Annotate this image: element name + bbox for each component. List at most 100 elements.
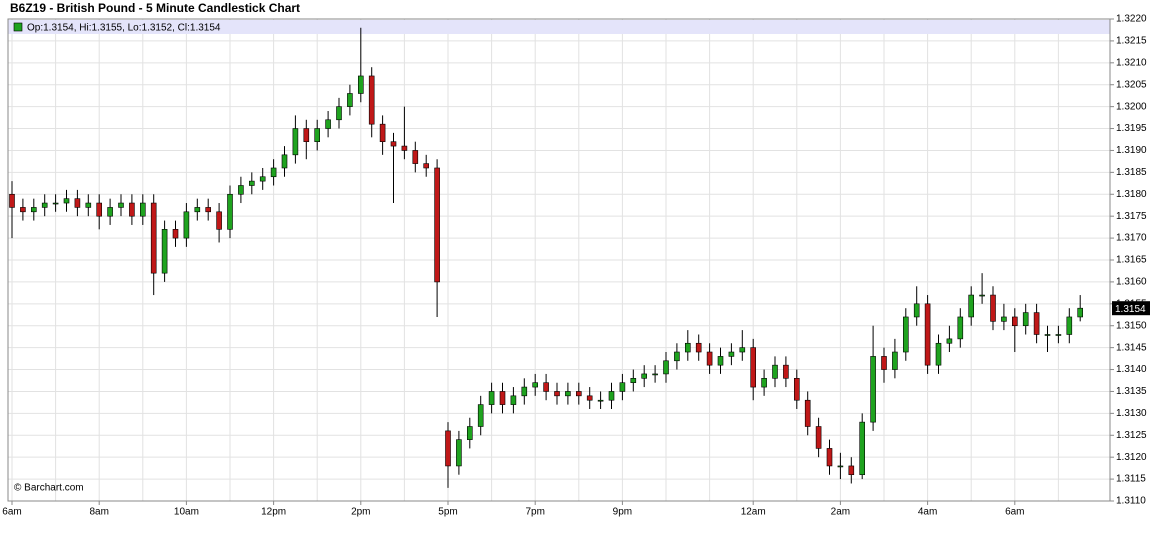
candle-body <box>793 378 800 401</box>
candle-body <box>41 202 48 208</box>
candle-body <box>314 128 321 142</box>
candle-body <box>390 141 397 147</box>
y-tick-label: 1.3110 <box>1116 496 1146 507</box>
candle-body <box>826 448 833 467</box>
candle-body <box>194 207 201 213</box>
candles <box>9 27 1083 488</box>
y-tick-label: 1.3140 <box>1116 364 1147 375</box>
candle-body <box>597 399 604 402</box>
candle-body <box>783 364 789 379</box>
candle-body <box>859 421 866 476</box>
y-tick-label: 1.3190 <box>1116 145 1147 156</box>
x-tick-label: 12am <box>741 507 766 518</box>
legend-band <box>8 20 1110 34</box>
candle-body <box>630 378 637 383</box>
candle-body <box>347 93 353 107</box>
x-tick-label: 2am <box>831 507 850 518</box>
candle-body <box>30 207 37 213</box>
y-tick-label: 1.3185 <box>1116 167 1147 178</box>
candle-body <box>848 465 855 476</box>
candle-body <box>325 119 331 129</box>
candle-body <box>150 202 157 274</box>
x-tick-label: 4am <box>918 507 937 518</box>
y-tick-label: 1.3200 <box>1116 101 1147 112</box>
candle-body <box>434 167 440 283</box>
candle-body <box>804 399 811 427</box>
y-tick-label: 1.3165 <box>1116 255 1147 266</box>
x-tick-label: 7pm <box>525 507 544 518</box>
y-tick-label: 1.3205 <box>1116 79 1147 90</box>
candle-body <box>870 356 876 423</box>
candle-body <box>357 75 364 94</box>
candle-body <box>336 106 342 121</box>
candle-body <box>1055 334 1062 336</box>
candle-body <box>292 128 299 156</box>
legend-text: Op:1.3154, Hi:1.3155, Lo:1.3152, Cl:1.31… <box>27 23 221 34</box>
candle-body <box>543 382 549 392</box>
candle-body <box>1033 312 1040 335</box>
candle-body <box>140 202 146 217</box>
candle-body <box>924 303 931 366</box>
candle-body <box>423 163 430 169</box>
candle-body <box>957 316 964 340</box>
candle-body <box>281 154 288 169</box>
candle-body <box>249 180 255 186</box>
candle-body <box>750 347 757 388</box>
candle-body <box>575 391 582 397</box>
y-tick-label: 1.3180 <box>1116 189 1147 200</box>
y-tick-label: 1.3145 <box>1116 342 1147 353</box>
candle-body <box>684 342 691 353</box>
candle-body <box>488 391 495 405</box>
candle-body <box>772 364 778 379</box>
last-price-label: 1.3154 <box>1115 304 1146 315</box>
candle-body <box>586 395 593 401</box>
y-tick-label: 1.3150 <box>1116 320 1147 331</box>
candle-body <box>161 229 168 274</box>
candle-body <box>1022 312 1029 327</box>
y-tick-label: 1.3135 <box>1116 386 1147 397</box>
candle-body <box>510 395 517 405</box>
candle-body <box>107 207 113 217</box>
candle-body <box>85 202 92 208</box>
watermark: © Barchart.com <box>14 483 84 494</box>
candle-body <box>892 351 898 370</box>
candle-body <box>902 316 909 353</box>
candle-body <box>456 439 462 467</box>
candle-body <box>663 360 669 375</box>
candle-body <box>706 351 713 366</box>
candle-body <box>1077 307 1083 318</box>
y-tick-label: 1.3130 <box>1116 408 1147 419</box>
candle-body <box>9 193 15 208</box>
y-tick-label: 1.3170 <box>1116 233 1147 244</box>
candle-body <box>20 207 26 213</box>
candle-body <box>521 386 528 397</box>
y-tick-label: 1.3115 <box>1116 474 1146 485</box>
candle-body <box>368 75 375 125</box>
y-tick-label: 1.3215 <box>1116 36 1147 47</box>
candle-body <box>183 211 190 239</box>
candle-body <box>652 373 658 376</box>
candle-body <box>565 391 571 397</box>
candle-body <box>401 145 408 151</box>
x-tick-label: 12pm <box>261 507 286 518</box>
candle-body <box>499 391 506 405</box>
candle-body <box>619 382 626 392</box>
candle-body <box>216 211 222 230</box>
y-tick-label: 1.3120 <box>1116 452 1147 463</box>
candle-body <box>532 382 539 388</box>
candle-body <box>63 198 70 204</box>
y-tick-label: 1.3175 <box>1116 211 1147 222</box>
candle-body <box>1011 316 1018 327</box>
candle-body <box>979 294 985 297</box>
x-tick-label: 2pm <box>351 507 370 518</box>
candle-body <box>270 167 277 178</box>
candle-body <box>227 193 233 230</box>
candle-body <box>608 391 615 401</box>
candle-body <box>118 202 124 208</box>
candle-body <box>913 303 920 318</box>
candle-body <box>990 294 996 322</box>
candle-body <box>739 347 746 353</box>
candle-body <box>96 202 102 217</box>
x-tick-label: 5pm <box>438 507 457 518</box>
